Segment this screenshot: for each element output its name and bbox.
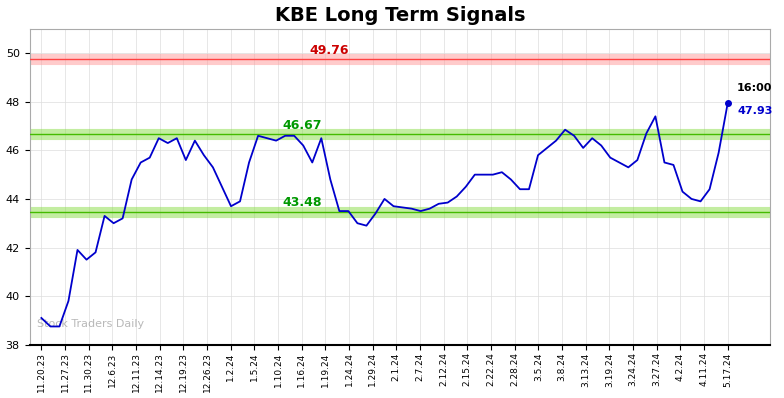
Title: KBE Long Term Signals: KBE Long Term Signals xyxy=(274,6,525,25)
Text: 16:00: 16:00 xyxy=(737,82,772,92)
Text: 49.76: 49.76 xyxy=(310,44,350,57)
Text: 47.93: 47.93 xyxy=(737,106,772,116)
Text: Stock Traders Daily: Stock Traders Daily xyxy=(37,319,144,329)
Text: 46.67: 46.67 xyxy=(282,119,322,132)
Text: 43.48: 43.48 xyxy=(282,196,322,209)
